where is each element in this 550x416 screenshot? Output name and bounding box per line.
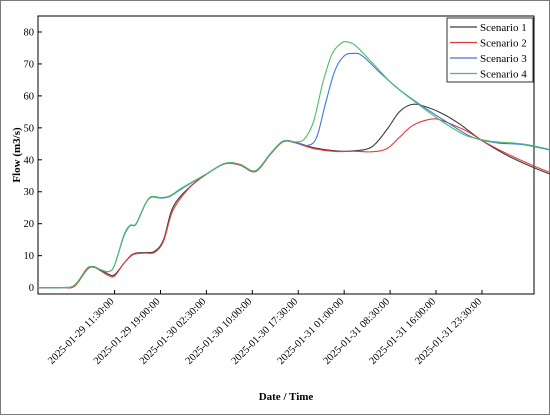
y-axis: 0 10 20 30 40 50 60 70 80 bbox=[24, 27, 42, 294]
series-line-scenario-4 bbox=[37, 40, 550, 289]
y-tick-label: 40 bbox=[24, 155, 35, 166]
legend-box bbox=[446, 17, 534, 83]
y-tick-label: 0 bbox=[29, 283, 34, 294]
legend-label: Scenario 2 bbox=[480, 37, 527, 49]
y-tick-label: 50 bbox=[24, 123, 35, 134]
y-tick-label: 60 bbox=[24, 91, 35, 102]
y-tick-label: 80 bbox=[24, 27, 35, 38]
y-axis-title: Flow (m3/s) bbox=[11, 127, 23, 183]
legend-label: Scenario 1 bbox=[480, 22, 527, 34]
y-tick-label: 10 bbox=[24, 251, 35, 262]
series-lines bbox=[37, 40, 550, 289]
y-tick-label: 20 bbox=[24, 219, 35, 230]
legend-label: Scenario 3 bbox=[480, 53, 527, 65]
legend: Scenario 1 Scenario 2 Scenario 3 Scenario 4 bbox=[446, 17, 534, 83]
legend-label: Scenario 4 bbox=[480, 68, 527, 80]
series-line-scenario-2 bbox=[37, 118, 550, 289]
y-tick-label: 70 bbox=[24, 59, 35, 70]
x-axis-title: Date / Time bbox=[259, 391, 314, 403]
y-tick-label: 30 bbox=[24, 187, 35, 198]
